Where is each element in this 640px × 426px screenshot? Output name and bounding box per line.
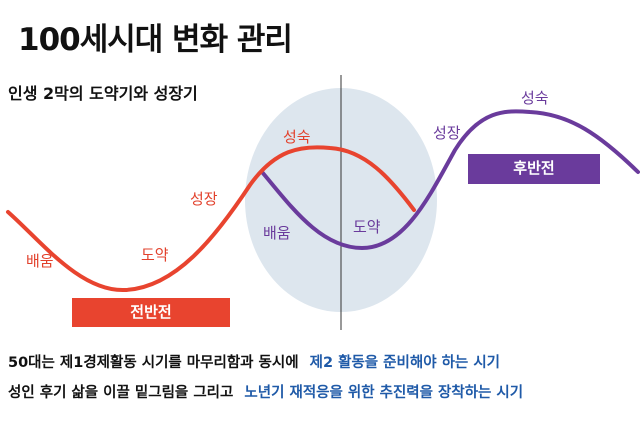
note-highlight-2: 노년기 재적응을 위한 추진력을 장착하는 시기: [244, 385, 524, 401]
first-life-curve: [6, 145, 416, 293]
note-text-2: 성인 후기 삶을 이끌 밑그림을 그리고: [8, 385, 234, 401]
stage-label-maturity-second: 성숙: [521, 89, 549, 107]
note-line-1: 50대는 제1경제활동 시기를 마무리함과 동시에 제2 활동을 준비해야 하는…: [8, 351, 500, 372]
stage-label-maturity-first: 성숙: [283, 128, 311, 146]
stage-label-learning-second: 배움: [263, 224, 291, 242]
stage-label-leap-first: 도약: [141, 246, 169, 264]
stage-label-growth-first: 성장: [190, 190, 218, 208]
page-title: 100세시대 변화 관리: [18, 22, 293, 58]
first-half-badge: 전반전: [72, 298, 230, 327]
stage-label-growth-second: 성장: [433, 124, 461, 142]
note-line-2: 성인 후기 삶을 이끌 밑그림을 그리고 노년기 재적응을 위한 추진력을 장착…: [8, 381, 523, 402]
second-half-badge: 후반전: [468, 154, 600, 184]
diagram-subtitle: 인생 2막의 도약기와 성장기: [8, 84, 198, 103]
stage-label-learning-first: 배움: [26, 252, 54, 270]
second-life-curve: [260, 109, 640, 251]
note-highlight-1: 제2 활동을 준비해야 하는 시기: [309, 355, 501, 371]
stage-label-leap-second: 도약: [353, 218, 381, 236]
note-text-1: 50대는 제1경제활동 시기를 마무리함과 동시에: [8, 355, 299, 371]
